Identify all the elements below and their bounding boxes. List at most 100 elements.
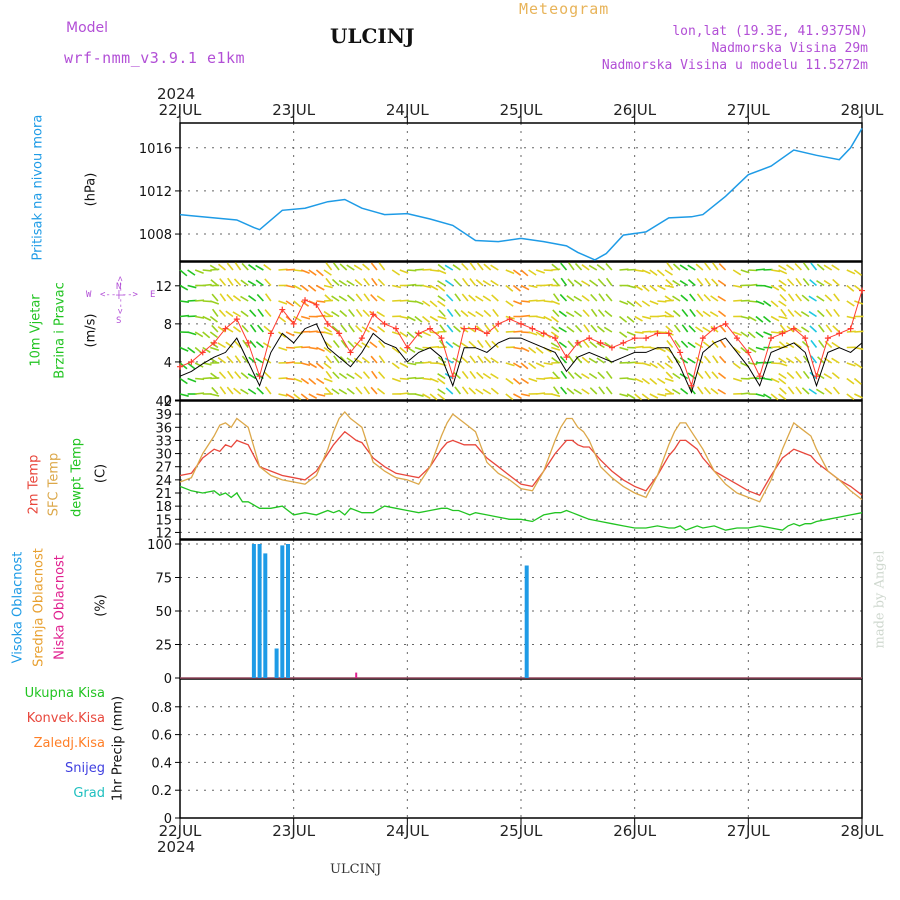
wind-barb xyxy=(664,284,674,289)
wind-barb xyxy=(264,386,272,395)
wind-barb xyxy=(853,377,862,385)
wind-barb xyxy=(392,299,402,302)
wind-barb xyxy=(490,279,499,287)
wind-barb xyxy=(444,264,454,271)
wind-barb xyxy=(257,308,265,317)
wind-barb xyxy=(210,346,220,352)
high-cloud-bar xyxy=(280,545,285,678)
wind-barb xyxy=(255,264,264,271)
wind-barb xyxy=(482,295,492,302)
wind-barb xyxy=(680,340,689,349)
wind-barb xyxy=(597,278,605,287)
wind-barb xyxy=(437,356,446,364)
wind-barb xyxy=(559,355,568,364)
wind-barb xyxy=(680,387,689,395)
wind-barb xyxy=(832,278,840,287)
wind-barb xyxy=(528,269,537,276)
wind-barb xyxy=(712,355,719,364)
wind-barb xyxy=(785,357,795,364)
wind-barb xyxy=(234,355,242,364)
wind-barb xyxy=(249,309,257,318)
wind-barb xyxy=(484,339,492,348)
x-tick-label-bottom: 27JUL xyxy=(727,822,770,840)
wind-barb xyxy=(719,339,727,348)
wind-barb xyxy=(414,315,423,323)
wind-barb xyxy=(703,355,712,364)
wind-barb xyxy=(247,373,257,380)
wind-barb xyxy=(664,362,673,370)
wind-barb xyxy=(657,284,666,291)
wind-barb xyxy=(831,264,840,271)
wind-barb xyxy=(605,277,613,286)
wind-barb xyxy=(642,315,652,320)
wind-barb xyxy=(513,346,523,350)
wind-barb xyxy=(795,386,803,395)
y-tick-label: 75 xyxy=(155,572,172,587)
wind-barb xyxy=(520,314,531,318)
y-tick-label: 15 xyxy=(155,513,172,528)
wind-barb xyxy=(657,314,667,318)
y-tick-label: 1008 xyxy=(139,228,172,243)
wind-barb xyxy=(626,315,635,323)
wind-barb xyxy=(285,331,295,337)
wind-side-label-2: Brzina i Pravac xyxy=(52,282,68,379)
wind-barb xyxy=(589,341,598,349)
wind-barb xyxy=(219,278,227,287)
wind-barb xyxy=(687,341,696,349)
high-cloud-bar xyxy=(274,648,279,678)
wind-barb xyxy=(460,309,469,318)
gust-marker xyxy=(779,330,786,337)
legend-frozen-rain: Zaledj.Kisa xyxy=(33,736,105,751)
wind-barb xyxy=(399,331,408,338)
y-tick-label: 4 xyxy=(164,356,172,371)
wind-barb xyxy=(437,269,447,275)
wind-barb xyxy=(575,339,583,348)
wind-barb xyxy=(218,371,227,380)
compass-arrow-horizontal: <--|--> xyxy=(100,290,138,300)
wind-barb xyxy=(824,294,833,302)
wind-barb xyxy=(710,387,719,395)
wind-barb xyxy=(241,355,249,364)
wind-barb xyxy=(446,324,454,333)
wind-barb xyxy=(513,330,523,333)
wind-barb xyxy=(234,371,242,380)
wind-side-label-1: 10m Vjetar xyxy=(28,294,44,367)
wind-barb xyxy=(453,325,461,333)
wind-barb xyxy=(664,377,674,383)
wind-barb xyxy=(332,262,340,271)
wind-barb xyxy=(664,269,673,276)
wind-barb xyxy=(695,326,704,333)
wind-barb xyxy=(793,326,802,333)
gust-marker xyxy=(222,325,229,332)
wind-barb xyxy=(573,295,583,302)
gust-marker xyxy=(608,344,615,351)
gust-marker xyxy=(540,330,547,337)
high-cloud-bar xyxy=(524,565,529,678)
gust-marker xyxy=(813,373,820,380)
wind-barb xyxy=(793,310,802,318)
wind-barb xyxy=(399,362,409,368)
wind-barb xyxy=(209,331,218,339)
wind-barb xyxy=(249,324,257,333)
high-cloud-bar xyxy=(257,544,262,678)
wind-barb xyxy=(475,278,484,287)
gust-marker xyxy=(381,320,388,327)
wind-barb xyxy=(674,339,681,348)
wind-barb xyxy=(414,300,424,305)
wind-barb xyxy=(316,300,326,303)
wind-barb xyxy=(414,377,424,380)
wind-barb xyxy=(846,377,855,385)
wind-barb xyxy=(687,264,696,271)
y-tick-label: 0.4 xyxy=(151,756,172,771)
wind-barb xyxy=(430,345,440,349)
wind-barb xyxy=(780,308,787,317)
wind-barb xyxy=(226,293,234,302)
wind-barb xyxy=(763,284,773,289)
wind-barb xyxy=(399,299,409,302)
wind-barb xyxy=(454,308,462,318)
wind-barb xyxy=(339,263,348,271)
wind-barb xyxy=(528,346,537,354)
wind-barb xyxy=(316,314,326,318)
wind-barb xyxy=(596,263,605,271)
wind-barb xyxy=(520,362,529,370)
